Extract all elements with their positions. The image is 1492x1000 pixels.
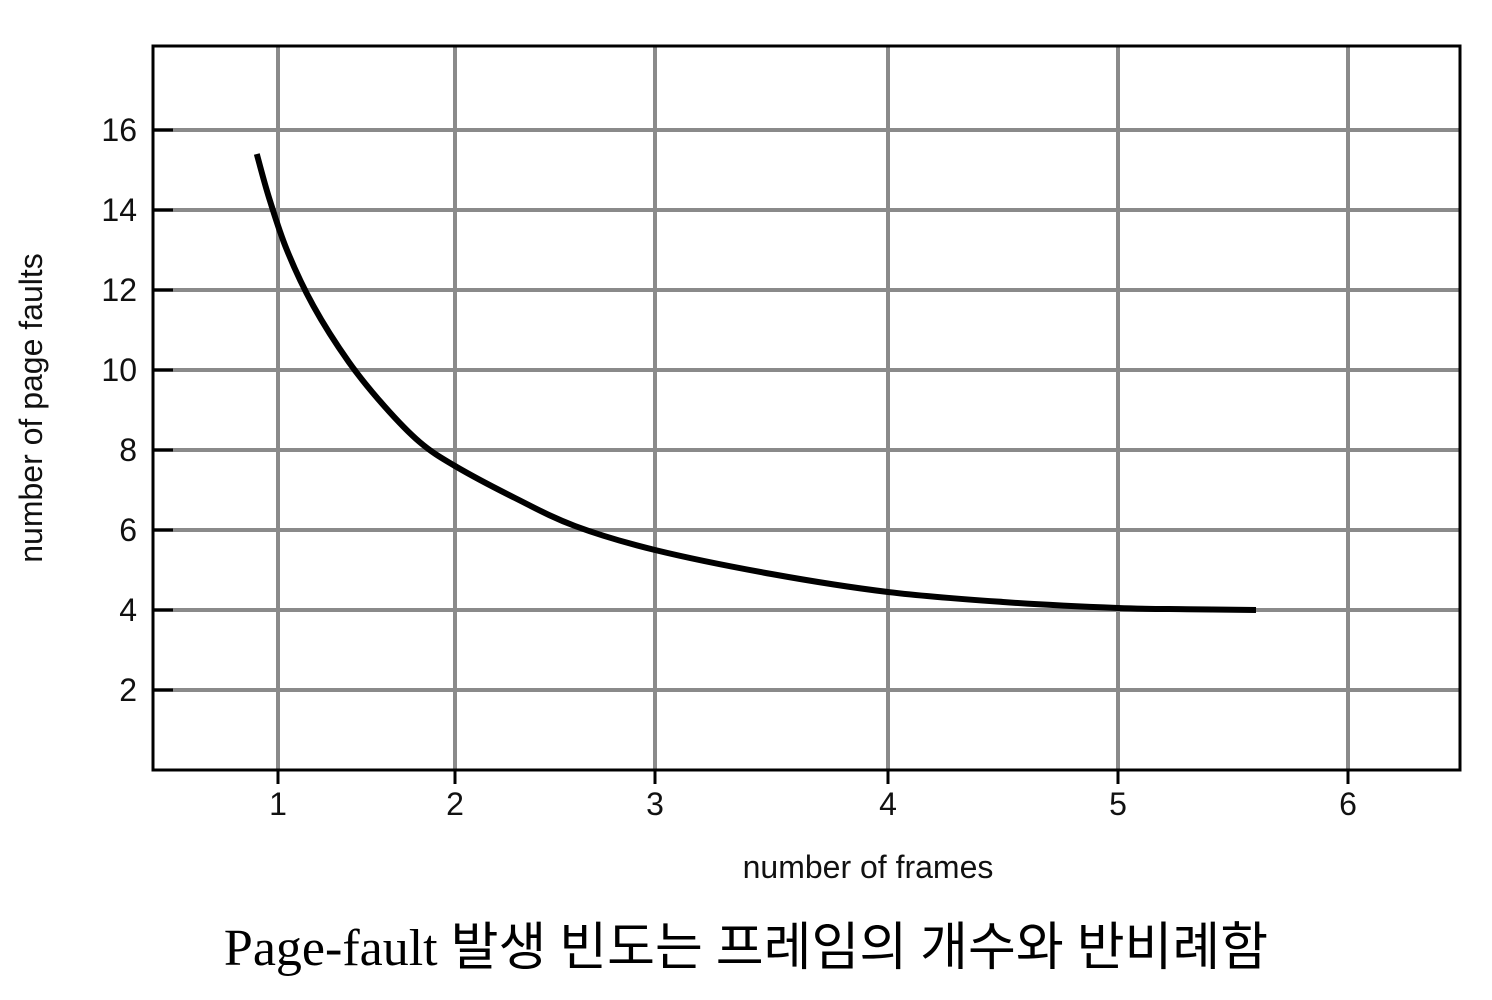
x-tick-label: 2: [446, 786, 464, 822]
x-tick-label: 5: [1109, 786, 1127, 822]
y-tick-label: 2: [119, 672, 137, 708]
x-tick-label: 1: [269, 786, 287, 822]
plot-frame: [151, 44, 1462, 772]
y-tick-label: 6: [119, 512, 137, 548]
series-group: [253, 153, 1257, 613]
y-tick-label: 4: [119, 592, 137, 628]
series-line: [253, 153, 1257, 613]
x-tick-label: 3: [646, 786, 664, 822]
y-axis-label: number of page faults: [13, 253, 49, 563]
y-tick-label: 16: [101, 112, 137, 148]
grid: [153, 46, 1460, 770]
x-tick-label: 6: [1339, 786, 1357, 822]
y-tick-label: 10: [101, 352, 137, 388]
x-axis-label: number of frames: [743, 849, 994, 885]
y-tick-label: 12: [101, 272, 137, 308]
figure-caption: Page-fault 발생 빈도는 프레임의 개수와 반비례함: [223, 920, 1269, 977]
y-tick-label: 14: [101, 192, 137, 228]
x-tick-label: 4: [879, 786, 897, 822]
y-tick-label: 8: [119, 432, 137, 468]
